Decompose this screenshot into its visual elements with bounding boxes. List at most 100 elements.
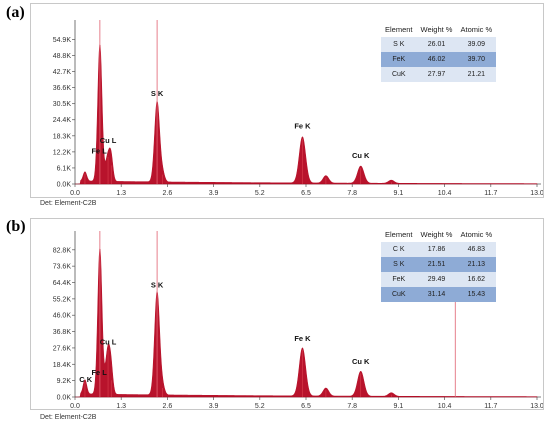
table-cell: C K: [381, 242, 417, 257]
table-cell: 21.21: [456, 67, 497, 82]
x-tick-label: 7.8: [347, 190, 357, 197]
table-header: Element: [381, 22, 417, 37]
y-tick-label: 36.6K: [53, 85, 72, 92]
spectrum-frame-b: 0.0K 9.2K 18.4K 27.6K 36.8K 46.0K 55.2K 64.4K 73…: [30, 218, 544, 410]
y-tick-label: 0.0K: [57, 395, 72, 402]
table-cell: 21.51: [416, 257, 457, 272]
y-tick-label: 24.4K: [53, 117, 72, 124]
peak-annotation: S K: [151, 89, 164, 98]
y-tick-label: 46.0K: [53, 313, 72, 320]
table-header-row: Element Weight % Atomic %: [381, 22, 497, 37]
x-tick-label: 9.1: [394, 403, 404, 409]
table-cell: 31.14: [416, 287, 457, 302]
y-tick-label: 82.8K: [53, 247, 72, 254]
table-row: S K 26.01 39.09: [381, 37, 497, 52]
x-tick-label: 6.5: [301, 190, 311, 197]
table-header: Weight %: [416, 227, 457, 242]
peak-annotation: Fe K: [294, 122, 311, 131]
x-tick-label: 2.6: [163, 403, 173, 409]
x-tick-label: 1.3: [116, 403, 126, 409]
x-tick-label: 11.7: [484, 190, 497, 197]
table-cell: 27.97: [416, 67, 457, 82]
spectrum-area: [75, 248, 538, 398]
y-tick-label: 73.6K: [53, 264, 72, 271]
x-tick-label: 2.6: [163, 190, 173, 197]
table-row: CuK 27.97 21.21: [381, 67, 497, 82]
table-row: FeK 29.49 16.62: [381, 272, 497, 287]
table-cell: 16.62: [456, 272, 497, 287]
table-header: Weight %: [416, 22, 457, 37]
table-cell: 29.49: [416, 272, 457, 287]
x-tick-label: 5.2: [255, 403, 265, 409]
y-tick-label: 6.1K: [57, 165, 72, 172]
peak-annotation: Cu L: [100, 136, 117, 145]
y-tick-label: 54.9K: [53, 37, 72, 44]
table-row: S K 21.51 21.13: [381, 257, 497, 272]
composition-table-b: Element Weight % Atomic % C K 17.86 46.8…: [381, 227, 497, 302]
x-tick-label: 10.4: [438, 403, 452, 409]
y-tick-label: 42.7K: [53, 69, 72, 76]
y-tick-label: 55.2K: [53, 296, 72, 303]
y-tick-label: 30.5K: [53, 101, 72, 108]
table-header: Element: [381, 227, 417, 242]
y-tick-label: 27.6K: [53, 345, 72, 352]
x-tick-label: 0.0: [70, 190, 80, 197]
y-tick-label: 0.0K: [57, 182, 72, 189]
spectrum-frame-a: 0.0K 6.1K 12.2K 18.3K 24.4K 30.5K 36.6K 42.7K 48…: [30, 3, 544, 198]
table-cell: CuK: [381, 287, 417, 302]
x-tick-label: 7.8: [347, 403, 357, 409]
table-row: C K 17.86 46.83: [381, 242, 497, 257]
eds-spectrum-chart-b: 0.0K 9.2K 18.4K 27.6K 36.8K 46.0K 55.2K 64.4K 73…: [53, 231, 543, 409]
table-row: FeK 46.02 39.70: [381, 52, 497, 67]
y-tick-label: 18.3K: [53, 133, 72, 140]
peak-annotation: Cu K: [352, 357, 370, 366]
y-tick-label: 12.2K: [53, 149, 72, 156]
x-tick-label: 11.7: [484, 403, 497, 409]
x-tick-label: 10.4: [438, 190, 452, 197]
peak-annotation: Fe L: [91, 147, 107, 156]
table-cell: S K: [381, 257, 417, 272]
y-tick-label: 36.8K: [53, 329, 72, 336]
x-tick-label: 6.5: [301, 403, 311, 409]
table-cell: 46.83: [456, 242, 497, 257]
panel-label-a: (a): [6, 4, 25, 21]
table-cell: 39.70: [456, 52, 497, 67]
peak-annotation: Cu L: [100, 338, 117, 347]
spectrum-area: [75, 44, 538, 185]
x-tick-label: 3.9: [209, 190, 219, 197]
table-cell: S K: [381, 37, 417, 52]
x-tick-label: 0.0: [70, 403, 80, 409]
peak-annotation: Cu K: [352, 151, 370, 160]
table-cell: FeK: [381, 272, 417, 287]
peak-annotation: S K: [151, 281, 164, 290]
y-tick-label: 18.4K: [53, 362, 72, 369]
table-header: Atomic %: [456, 227, 497, 242]
table-cell: 46.02: [416, 52, 457, 67]
eds-spectrum-chart-a: 0.0K 6.1K 12.2K 18.3K 24.4K 30.5K 36.6K 42.7K 48…: [53, 20, 543, 197]
y-tick-label: 9.2K: [57, 378, 72, 385]
table-cell: 21.13: [456, 257, 497, 272]
y-tick-label: 64.4K: [53, 280, 72, 287]
detector-label-b: Det: Element-C2B: [40, 414, 97, 421]
detector-label-a: Det: Element-C2B: [40, 200, 97, 207]
x-tick-label: 13.0: [530, 190, 543, 197]
table-cell: 39.09: [456, 37, 497, 52]
y-tick-label: 48.8K: [53, 53, 72, 60]
peak-annotation: Fe K: [294, 334, 311, 343]
peak-annotation: Fe L: [91, 368, 107, 377]
table-header: Atomic %: [456, 22, 497, 37]
table-cell: 17.86: [416, 242, 457, 257]
table-row: CuK 31.14 15.43: [381, 287, 497, 302]
x-tick-label: 13.0: [530, 403, 543, 409]
table-cell: 26.01: [416, 37, 457, 52]
peak-annotation: C K: [79, 375, 93, 384]
x-tick-label: 1.3: [116, 190, 126, 197]
x-tick-label: 9.1: [394, 190, 404, 197]
composition-table-a: Element Weight % Atomic % S K 26.01 39.0…: [381, 22, 497, 82]
x-tick-label: 3.9: [209, 403, 219, 409]
table-header-row: Element Weight % Atomic %: [381, 227, 497, 242]
x-tick-label: 5.2: [255, 190, 265, 197]
table-cell: 15.43: [456, 287, 497, 302]
table-cell: CuK: [381, 67, 417, 82]
panel-label-b: (b): [6, 218, 26, 235]
